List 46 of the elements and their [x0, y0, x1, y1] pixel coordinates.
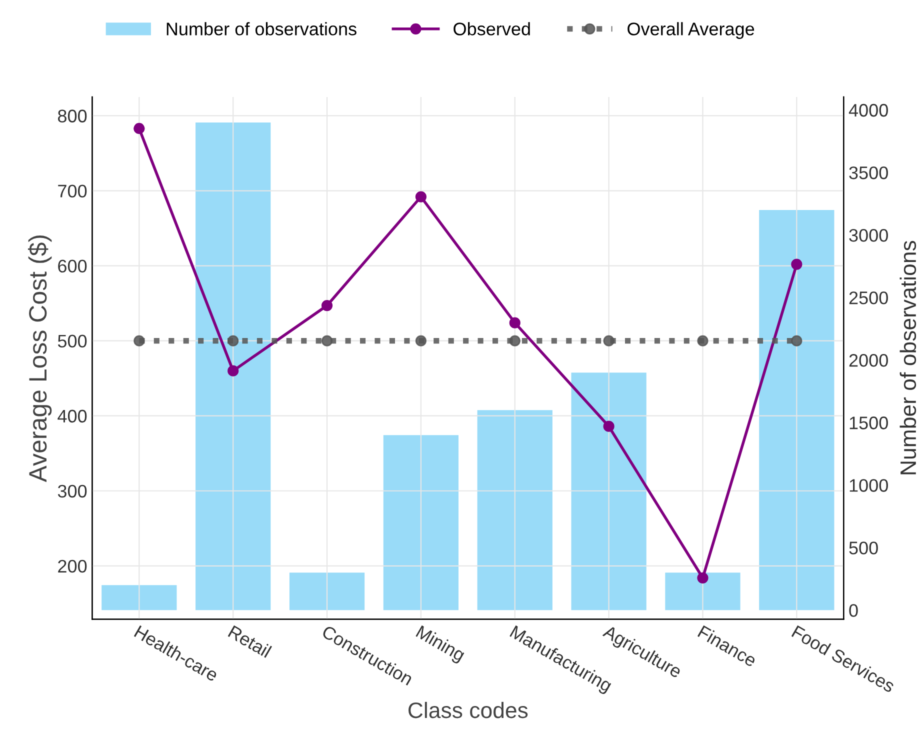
point — [603, 420, 614, 432]
bar — [196, 122, 271, 610]
y-tick-label: 800 — [58, 110, 87, 122]
legend-label: Number of observations — [166, 22, 356, 36]
legend-label: Observed — [454, 22, 530, 36]
y2-tick-label: 2500 — [849, 291, 888, 304]
y2-tick-label: 3000 — [849, 228, 888, 242]
point — [603, 335, 614, 346]
bar — [571, 372, 646, 610]
y2-tick-label: 2000 — [849, 354, 888, 367]
point — [509, 317, 520, 328]
point — [697, 572, 708, 584]
point — [415, 191, 427, 202]
legend-label: Overall Average — [628, 22, 754, 39]
point — [228, 365, 239, 376]
y-axis-title: Average Loss Cost ($) — [28, 235, 52, 482]
y-tick-label: 200 — [58, 560, 87, 573]
point — [791, 258, 802, 270]
y2-tick-label: 3500 — [849, 166, 888, 180]
y-tick-label: 500 — [58, 334, 87, 348]
y2-tick-label: 500 — [849, 542, 878, 554]
x-axis-title: Class codes — [408, 702, 528, 718]
point — [134, 335, 145, 346]
bar — [383, 435, 459, 610]
y2-axis-title: Number of observations — [900, 240, 916, 474]
point — [134, 122, 145, 134]
bar — [289, 572, 365, 610]
y-tick-label: 400 — [58, 410, 87, 423]
y2-tick-label: 1000 — [850, 479, 888, 492]
y-tick-label: 600 — [58, 260, 87, 273]
bar — [665, 572, 740, 610]
point — [791, 335, 802, 346]
y-tick-label: 700 — [58, 184, 87, 198]
y2-tick-label: 0 — [849, 604, 858, 617]
y-tick-label: 300 — [58, 484, 87, 498]
point — [697, 335, 708, 346]
point — [415, 335, 427, 346]
point — [228, 335, 239, 346]
point — [509, 335, 520, 346]
bar — [477, 410, 552, 610]
point — [321, 300, 333, 312]
y2-tick-label: 4000 — [848, 104, 888, 117]
point — [321, 335, 333, 346]
y2-tick-label: 1500 — [850, 416, 888, 430]
bar — [759, 210, 834, 610]
bar — [102, 585, 177, 610]
